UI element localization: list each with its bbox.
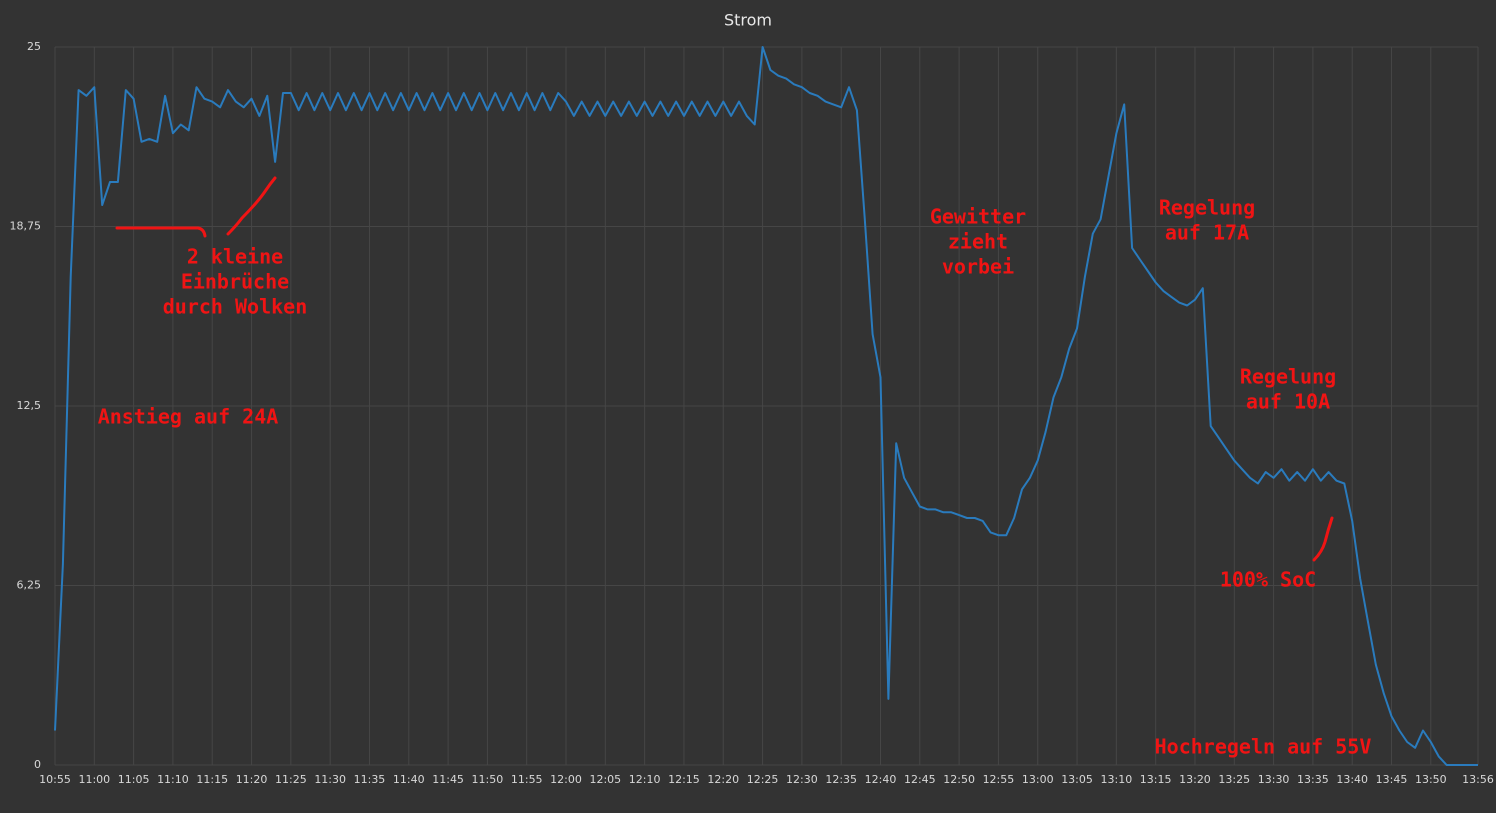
x-tick-label: 13:05 xyxy=(1061,773,1093,786)
x-tick-label: 12:25 xyxy=(747,773,779,786)
x-tick-label: 13:40 xyxy=(1336,773,1368,786)
chart-title: Strom xyxy=(724,11,772,30)
y-tick-label: 6,25 xyxy=(17,579,42,592)
x-tick-label: 12:00 xyxy=(550,773,582,786)
x-tick-label: 12:30 xyxy=(786,773,818,786)
annotation: Anstieg auf 24A xyxy=(98,405,279,429)
x-tick-label: 12:55 xyxy=(983,773,1015,786)
x-tick-label: 13:20 xyxy=(1179,773,1211,786)
annotation-stroke xyxy=(115,226,207,238)
x-tick-label: 13:10 xyxy=(1101,773,1133,786)
annotation: Regelung xyxy=(1240,365,1336,389)
x-tick-label: 11:05 xyxy=(118,773,150,786)
annotation: vorbei xyxy=(942,255,1014,279)
annotation: 100% SoC xyxy=(1220,568,1316,592)
x-tick-label: 11:00 xyxy=(78,773,110,786)
x-tick-label: 11:45 xyxy=(432,773,464,786)
x-tick-label: 13:00 xyxy=(1022,773,1054,786)
x-tick-label: 13:56 xyxy=(1462,773,1494,786)
y-tick-label: 0 xyxy=(34,758,41,771)
x-tick-label: 13:50 xyxy=(1415,773,1447,786)
annotation: auf 17A xyxy=(1165,221,1249,245)
annotation: Regelung xyxy=(1159,196,1255,220)
x-tick-label: 13:25 xyxy=(1218,773,1250,786)
x-tick-label: 11:40 xyxy=(393,773,425,786)
x-tick-label: 13:15 xyxy=(1140,773,1172,786)
annotation-stroke xyxy=(226,176,277,236)
x-tick-label: 11:55 xyxy=(511,773,543,786)
x-tick-label: 12:45 xyxy=(904,773,936,786)
x-tick-label: 11:25 xyxy=(275,773,307,786)
x-tick-label: 12:40 xyxy=(865,773,897,786)
x-tick-label: 11:15 xyxy=(196,773,228,786)
x-tick-label: 10:55 xyxy=(39,773,71,786)
plot xyxy=(54,46,1478,766)
series-line xyxy=(54,46,1478,766)
annotation: Gewitter xyxy=(930,205,1026,229)
y-tick-label: 18,75 xyxy=(10,220,42,233)
annotation: Einbrüche xyxy=(181,270,289,294)
x-tick-label: 12:05 xyxy=(589,773,621,786)
x-tick-label: 12:50 xyxy=(943,773,975,786)
x-tick-label: 13:35 xyxy=(1297,773,1329,786)
y-tick-label: 12,5 xyxy=(17,399,42,412)
x-tick-label: 12:20 xyxy=(707,773,739,786)
annotation: zieht xyxy=(948,230,1008,254)
y-tick-label: 25 xyxy=(27,40,41,53)
x-tick-label: 11:20 xyxy=(236,773,268,786)
annotation: Hochregeln auf 55V xyxy=(1155,735,1372,759)
x-tick-label: 11:50 xyxy=(472,773,504,786)
x-tick-label: 12:10 xyxy=(629,773,661,786)
x-tick-label: 11:10 xyxy=(157,773,189,786)
annotation-stroke xyxy=(1312,516,1334,562)
x-tick-label: 13:45 xyxy=(1376,773,1408,786)
x-tick-label: 12:15 xyxy=(668,773,700,786)
x-tick-label: 13:30 xyxy=(1258,773,1290,786)
x-tick-label: 12:35 xyxy=(825,773,857,786)
annotation: 2 kleine xyxy=(187,245,283,269)
annotation: auf 10A xyxy=(1246,390,1330,414)
annotation: durch Wolken xyxy=(163,295,308,319)
grid: 0 6,25 12,5 18,75 25 10:55 11:00 11:05 11:10 11:1… xyxy=(10,40,1494,786)
x-tick-label: 11:35 xyxy=(354,773,386,786)
x-tick-label: 11:30 xyxy=(314,773,346,786)
